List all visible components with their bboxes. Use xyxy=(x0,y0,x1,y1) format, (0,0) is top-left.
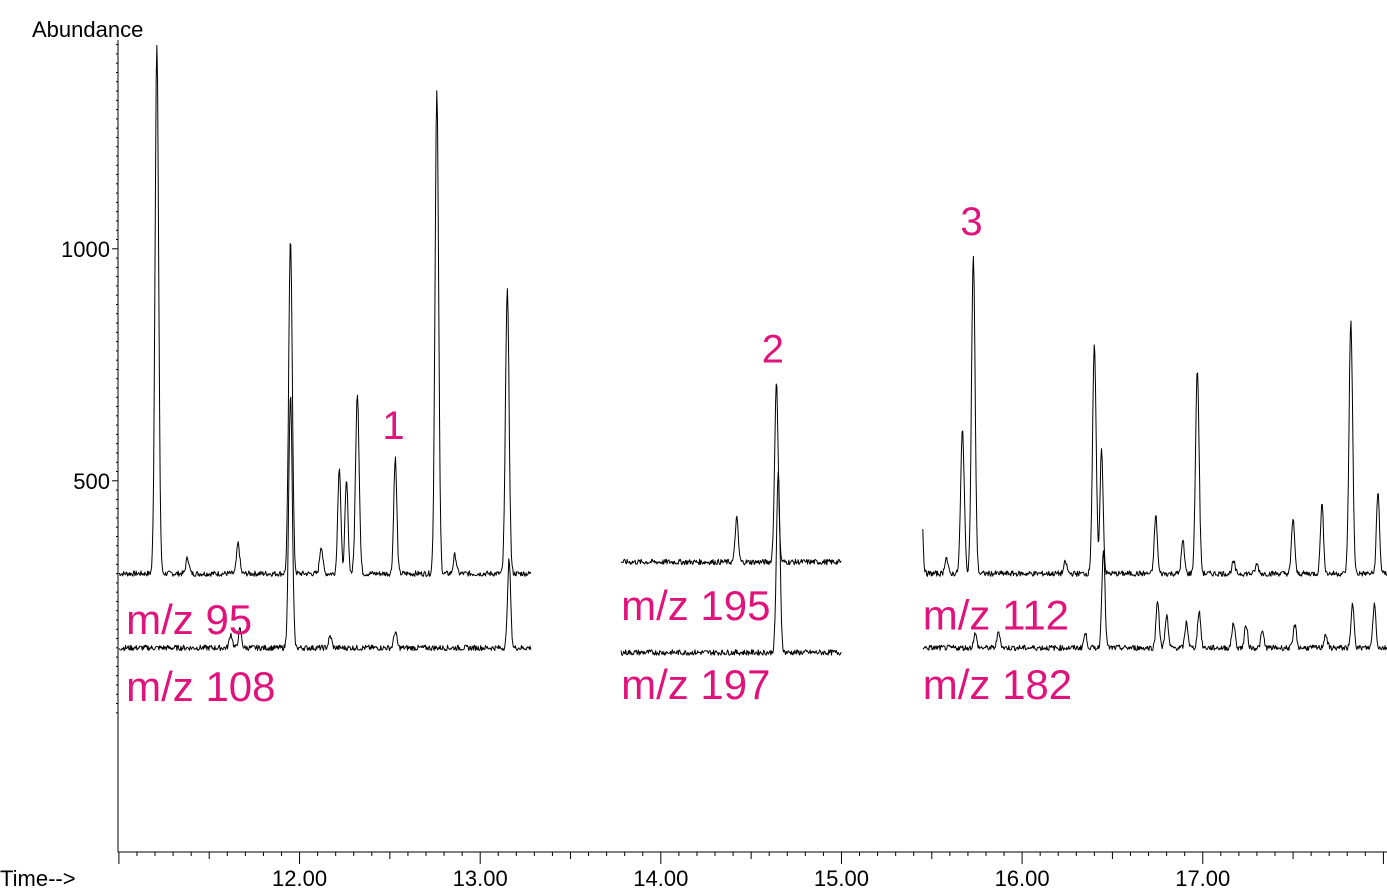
x-tick-label: 17.00 xyxy=(1175,866,1230,891)
trace-m-z-95 xyxy=(118,44,532,577)
axes: 500 1000 12.00 13.00 14.00 15.00 16.00 17.00 xyxy=(61,40,1387,891)
y-axis-label: Abundance xyxy=(32,17,143,42)
mz-label: m/z 197 xyxy=(621,661,770,708)
mz-label: m/z 195 xyxy=(621,582,770,629)
mz-label: m/z 112 xyxy=(923,591,1069,638)
mz-label: m/z 108 xyxy=(126,663,275,710)
peak-number-label: 3 xyxy=(960,200,982,244)
trace-m-z-195 xyxy=(620,383,842,566)
x-tick-label: 16.00 xyxy=(995,866,1050,891)
x-axis-label: Time--> xyxy=(0,866,76,891)
mz-label: m/z 182 xyxy=(923,661,1072,708)
annotations: 1 2 3 m/z 95 m/z 108 m/z 195 m/z 197 m/z 112 m/z… xyxy=(126,200,1072,710)
trace-m-z-197 xyxy=(620,471,842,656)
trace-m-z-108 xyxy=(118,396,532,652)
trace-m-z-182 xyxy=(922,550,1387,652)
mz-label: m/z 95 xyxy=(126,596,252,643)
peak-number-label: 2 xyxy=(762,327,784,371)
trace-m-z-112 xyxy=(922,255,1387,577)
y-tick-label: 500 xyxy=(73,469,110,494)
x-tick-label: 12.00 xyxy=(272,866,327,891)
traces xyxy=(118,44,1387,656)
x-tick-label: 13.00 xyxy=(453,866,508,891)
y-tick-label: 1000 xyxy=(61,237,110,262)
x-tick-label: 15.00 xyxy=(814,866,869,891)
x-tick-label: 14.00 xyxy=(633,866,688,891)
peak-number-label: 1 xyxy=(382,404,404,448)
